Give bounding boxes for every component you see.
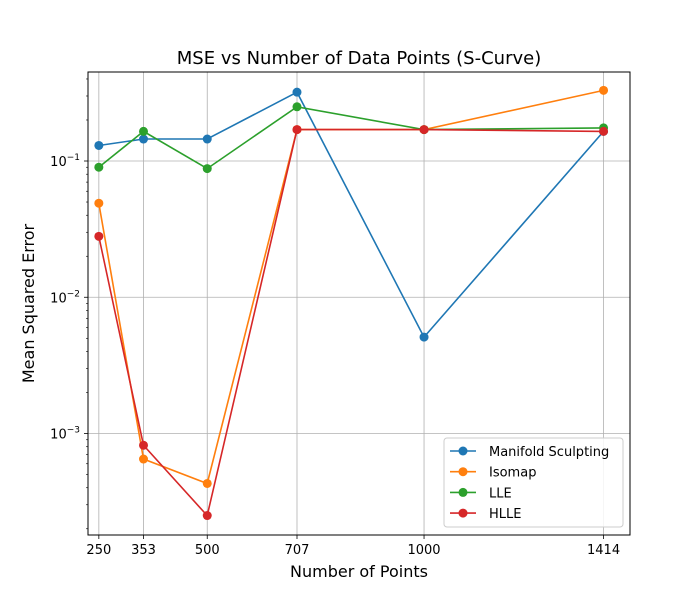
data-point bbox=[139, 134, 149, 144]
data-point bbox=[599, 85, 609, 95]
y-tick-exponent: −2 bbox=[67, 289, 80, 299]
series-line bbox=[98, 91, 605, 339]
legend-label: Manifold Sculpting bbox=[489, 445, 609, 460]
legend-marker bbox=[458, 487, 468, 497]
series-layer bbox=[94, 85, 609, 521]
legend-item: Isomap bbox=[450, 466, 536, 481]
legend-label: HLLE bbox=[489, 507, 521, 522]
legend-item: HLLE bbox=[450, 507, 521, 522]
y-tick-exponent: −3 bbox=[67, 426, 80, 436]
y-tick-label: 10−1 bbox=[50, 153, 80, 170]
x-tick-label: 1000 bbox=[407, 543, 440, 558]
data-point bbox=[94, 140, 104, 150]
data-point bbox=[419, 332, 429, 342]
data-point bbox=[139, 454, 149, 464]
y-tick-base: 10 bbox=[50, 155, 67, 170]
data-point bbox=[419, 125, 429, 135]
data-point bbox=[202, 511, 212, 521]
series-hlle bbox=[94, 125, 609, 521]
legend-item: LLE bbox=[450, 486, 512, 501]
y-tick-label: 10−2 bbox=[50, 289, 80, 306]
legend-item: Manifold Sculpting bbox=[450, 445, 609, 460]
legend-marker bbox=[458, 467, 468, 477]
y-tick-base: 10 bbox=[50, 291, 67, 306]
y-tick-label: 10−3 bbox=[50, 426, 80, 443]
y-tick-exponent: −1 bbox=[67, 153, 80, 163]
data-point bbox=[94, 231, 104, 241]
data-point bbox=[599, 126, 609, 136]
x-axis-label: Number of Points bbox=[290, 562, 428, 581]
data-point bbox=[292, 87, 302, 97]
x-tick-label: 707 bbox=[285, 543, 310, 558]
data-point bbox=[94, 198, 104, 208]
data-point bbox=[139, 440, 149, 450]
series-line bbox=[98, 128, 604, 518]
data-point bbox=[202, 164, 212, 174]
data-point bbox=[292, 102, 302, 112]
y-axis-label: Mean Squared Error bbox=[19, 223, 38, 383]
x-tick-label: 500 bbox=[195, 543, 220, 558]
legend-marker bbox=[458, 508, 468, 518]
legend: Manifold Sculpting Isomap LLE HLLE bbox=[443, 437, 624, 528]
legend-box bbox=[443, 437, 624, 528]
legend-label: Isomap bbox=[489, 466, 536, 481]
data-point bbox=[202, 478, 212, 488]
legend-label: LLE bbox=[489, 486, 512, 501]
data-point bbox=[139, 126, 149, 136]
legend-marker bbox=[458, 446, 468, 456]
x-tick-label: 250 bbox=[86, 543, 111, 558]
chart-title: MSE vs Number of Data Points (S-Curve) bbox=[177, 48, 541, 69]
x-tick-label: 353 bbox=[131, 543, 156, 558]
data-point bbox=[292, 125, 302, 135]
x-tick-label: 1414 bbox=[587, 543, 620, 558]
y-tick-base: 10 bbox=[50, 428, 67, 443]
data-point bbox=[94, 162, 104, 172]
data-point bbox=[202, 134, 212, 144]
series-line bbox=[98, 89, 604, 485]
